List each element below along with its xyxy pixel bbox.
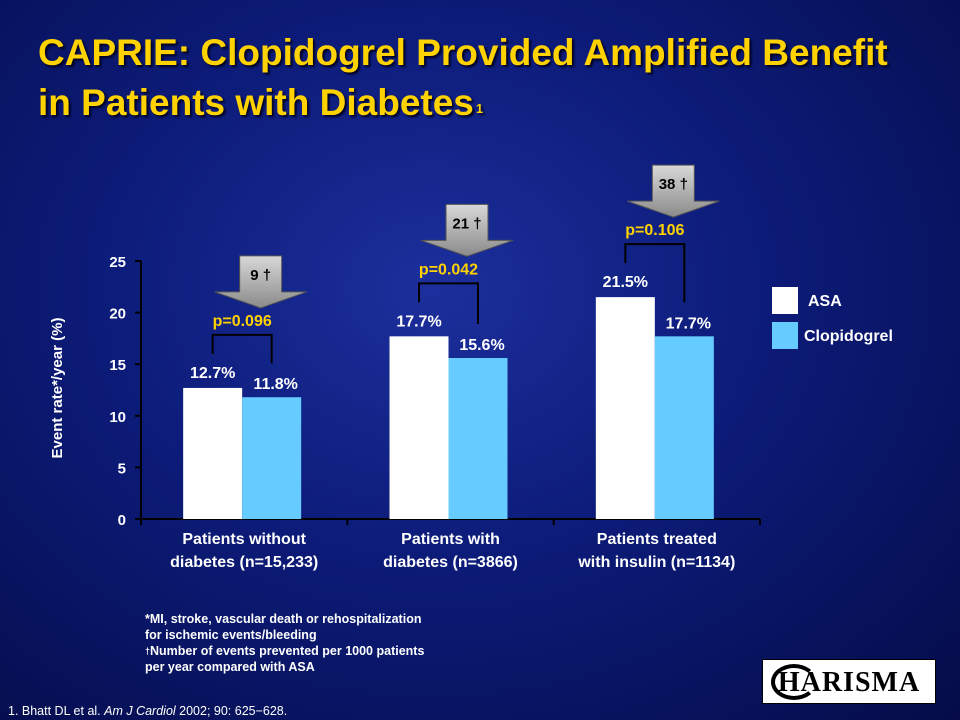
title-superscript: 1: [475, 101, 484, 116]
p-value-label: p=0.096: [213, 313, 272, 330]
data-label-asa: 21.5%: [603, 274, 648, 291]
y-tick-label: 20: [109, 306, 126, 323]
legend-label: ASA: [808, 293, 842, 310]
footnote-dagger: †: [145, 646, 151, 656]
comparison-bracket: [624, 243, 686, 303]
x-category-label: Patients with: [401, 531, 500, 548]
data-label-clopidogrel: 11.8%: [253, 376, 297, 393]
p-value-label: p=0.042: [419, 261, 478, 278]
x-category-label: diabetes (n=15,233): [170, 554, 318, 571]
reference: 1. Bhatt DL et al. Am J Cardiol 2002; 90…: [8, 704, 288, 718]
x-category-label: with insulin (n=1134): [577, 554, 735, 571]
footnote-line-4: per year compared with ASA: [145, 660, 315, 674]
x-category-label: diabetes (n=3866): [383, 554, 518, 571]
bar-clopidogrel: [242, 397, 302, 519]
y-tick-label: 25: [109, 254, 126, 271]
events-prevented-label: 38 †: [659, 176, 688, 193]
slide-title: CAPRIE: Clopidogrel Provided Amplified B…: [38, 32, 888, 123]
y-tick-label: 0: [118, 512, 126, 529]
events-prevented-label: 9 †: [250, 267, 271, 284]
logo-text: HARISMA: [777, 667, 921, 698]
comparison-bracket: [418, 282, 479, 325]
y-tick-label: 15: [109, 357, 126, 374]
logo-swoosh-icon: [771, 664, 817, 700]
y-tick-label: 5: [118, 460, 126, 477]
events-prevented-arrow-icon: [627, 164, 720, 218]
bar-asa: [595, 297, 655, 519]
footnote: *MI, stroke, vascular death or rehospita…: [145, 611, 525, 675]
y-axis-label: Event rate*/year (%): [49, 318, 66, 459]
reference-journal: Am J Cardiol: [104, 704, 176, 718]
p-value-label: p=0.106: [625, 222, 684, 239]
data-label-clopidogrel: 15.6%: [459, 337, 504, 354]
bar-asa: [183, 387, 243, 519]
y-tick-label: 10: [109, 409, 126, 426]
footnote-line-3: Number of events prevented per 1000 pati…: [150, 644, 425, 658]
events-prevented-arrow-icon: [214, 255, 307, 309]
bar-clopidogrel: [654, 336, 714, 519]
data-label-asa: 12.7%: [190, 365, 235, 382]
footnote-line-2: for ischemic events/bleeding: [145, 628, 317, 642]
legend-swatch: [772, 287, 798, 314]
events-prevented-label: 21 †: [452, 215, 481, 232]
legend-label: Clopidogrel: [804, 328, 893, 345]
x-category-label: Patients without: [182, 531, 306, 548]
bar-asa: [389, 336, 449, 519]
bar-clopidogrel: [448, 358, 508, 519]
footnote-line-1: *MI, stroke, vascular death or rehospita…: [145, 612, 422, 626]
comparison-bracket: [211, 333, 273, 364]
legend-swatch: [772, 322, 798, 349]
charisma-logo: HARISMA: [762, 659, 936, 704]
data-label-clopidogrel: 17.7%: [666, 315, 711, 332]
x-category-label: Patients treated: [597, 531, 717, 548]
data-label-asa: 17.7%: [396, 313, 441, 330]
events-prevented-arrow-icon: [420, 203, 514, 257]
